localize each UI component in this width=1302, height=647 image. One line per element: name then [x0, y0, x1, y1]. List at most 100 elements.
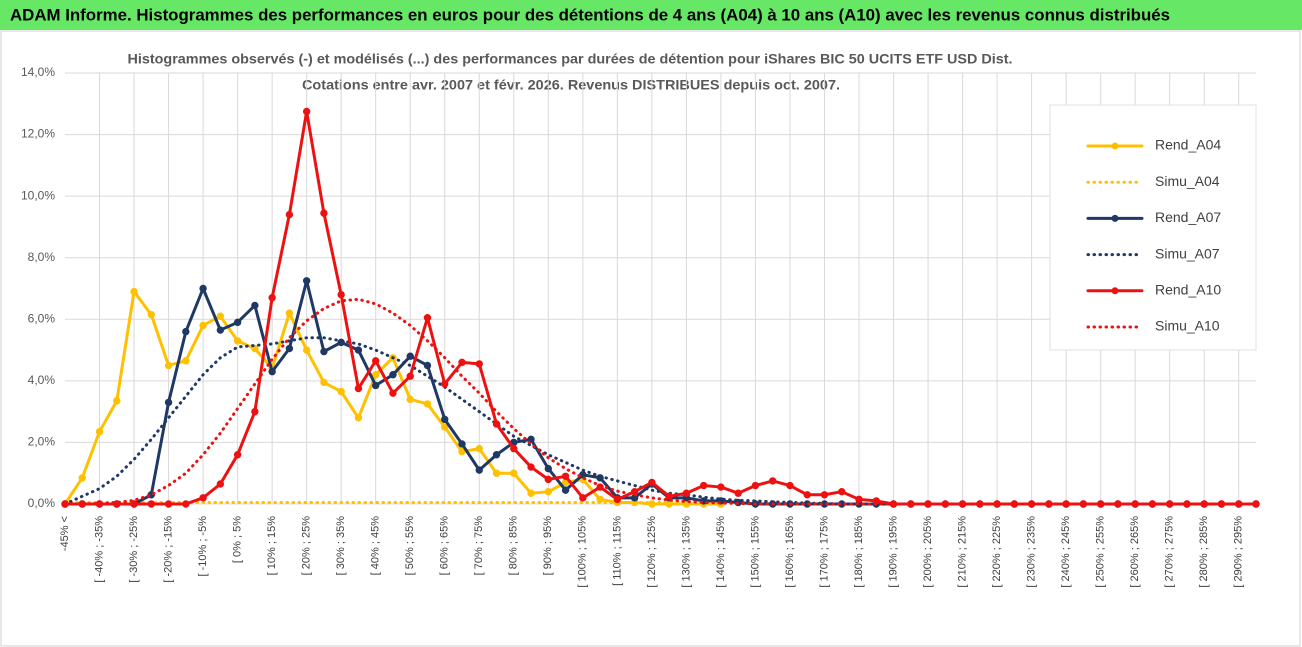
x-tick-label: [ 70% ; 75%	[473, 516, 485, 576]
data-point	[95, 427, 104, 436]
data-point	[130, 500, 138, 508]
x-tick-label: [ 50% ; 55%	[404, 516, 416, 576]
y-tick-label: 14,0%	[21, 65, 55, 79]
legend-label: Simu_A10	[1155, 318, 1220, 334]
legend-label: Simu_A07	[1155, 245, 1220, 261]
data-point	[458, 358, 466, 367]
legend-marker	[1111, 142, 1119, 150]
data-point	[579, 494, 587, 502]
data-point	[717, 483, 725, 491]
data-point	[544, 475, 553, 484]
data-point	[233, 337, 242, 345]
data-point	[648, 478, 656, 487]
data-point	[613, 495, 622, 504]
x-tick-label: [ 10% ; 15%	[266, 516, 278, 576]
legend-label: Rend_A10	[1155, 282, 1221, 298]
series-line	[63, 297, 1258, 506]
data-point	[475, 466, 483, 474]
data-point	[389, 371, 397, 379]
x-tick-label: [ 140% ; 145%	[715, 516, 727, 588]
y-tick-label: 4,0%	[28, 373, 56, 387]
legend-box	[1049, 104, 1257, 351]
y-tick-label: 8,0%	[28, 250, 56, 264]
x-tick-label: [ 100% ; 105%	[577, 516, 589, 588]
x-tick-label: -45% <	[59, 516, 71, 551]
data-point	[423, 400, 432, 408]
y-tick-label: 6,0%	[28, 311, 56, 325]
data-point	[233, 451, 242, 459]
y-tick-label: 10,0%	[21, 188, 55, 202]
data-point	[302, 277, 311, 285]
legend-label: Simu_A04	[1155, 173, 1220, 189]
legend-label: Rend_A04	[1155, 137, 1221, 153]
data-point	[320, 378, 328, 387]
legend-marker	[1111, 214, 1119, 222]
data-point	[734, 489, 742, 497]
data-point	[855, 495, 863, 504]
chart-frame	[0, 30, 1301, 647]
data-point	[337, 290, 345, 299]
x-tick-label: [ 130% ; 135%	[680, 516, 692, 588]
chart-subtitle: Cotations entre avr. 2007 et févr. 2026.…	[302, 77, 840, 93]
data-point	[406, 372, 414, 380]
x-tick-label: [ 120% ; 125%	[646, 516, 658, 588]
data-point	[544, 464, 553, 473]
data-point	[441, 380, 449, 388]
data-point	[182, 357, 190, 365]
data-point	[216, 326, 225, 334]
x-tick-label: [ 260% ; 265%	[1129, 516, 1141, 588]
data-point	[78, 474, 86, 482]
x-tick-label: [ 190% ; 195%	[887, 516, 899, 588]
data-point	[561, 486, 570, 494]
data-point	[216, 480, 225, 488]
x-tick-label: [ 80% ; 85%	[508, 516, 520, 576]
data-point	[199, 494, 207, 502]
data-point	[838, 487, 846, 496]
data-point	[492, 420, 501, 428]
data-point	[147, 310, 156, 319]
series-line	[63, 290, 723, 506]
x-tick-label: [ 110% ; 115%	[611, 516, 623, 586]
data-point	[423, 314, 432, 322]
data-point	[371, 357, 380, 365]
data-point	[561, 472, 570, 480]
x-tick-label: [ 40% ; 45%	[370, 516, 382, 576]
x-tick-label: [ 280% ; 285%	[1198, 516, 1210, 588]
x-tick-label: [ 220% ; 225%	[991, 516, 1003, 588]
data-point	[441, 415, 449, 424]
x-tick-label: [ 90% ; 95%	[542, 516, 554, 576]
data-point	[354, 346, 363, 354]
x-tick-label: [ 0% ; 5%	[232, 516, 244, 563]
data-point	[458, 447, 466, 456]
data-point	[285, 309, 294, 317]
data-point	[665, 492, 673, 501]
chart-title: Histogrammes observés (-) et modélisés (…	[128, 51, 1013, 67]
data-point	[164, 398, 173, 407]
data-point	[199, 284, 207, 293]
x-tick-label: [ 170% ; 175%	[818, 516, 830, 588]
data-point	[233, 318, 242, 327]
data-point	[130, 287, 138, 296]
data-point	[164, 361, 173, 370]
data-point	[699, 481, 708, 490]
data-point	[527, 489, 535, 497]
x-tick-label: [ -30% ; -25%	[128, 516, 140, 583]
legend-marker	[1111, 287, 1119, 295]
data-point	[216, 312, 225, 320]
data-point	[371, 371, 380, 379]
data-point	[441, 423, 449, 431]
x-tick-label: [ 290% ; 295%	[1233, 516, 1245, 588]
data-point	[268, 294, 276, 302]
data-point	[285, 344, 294, 353]
page-title: ADAM Informe. Histogrammes des performan…	[10, 5, 1170, 24]
x-tick-label: [ 160% ; 165%	[784, 516, 796, 588]
data-point	[268, 367, 276, 376]
x-tick-label: [ 250% ; 255%	[1095, 516, 1107, 588]
data-point	[492, 451, 501, 459]
data-point	[389, 389, 397, 397]
data-point	[251, 407, 259, 416]
data-point	[113, 397, 121, 405]
title-bar	[0, 0, 1302, 30]
data-point	[337, 387, 345, 396]
